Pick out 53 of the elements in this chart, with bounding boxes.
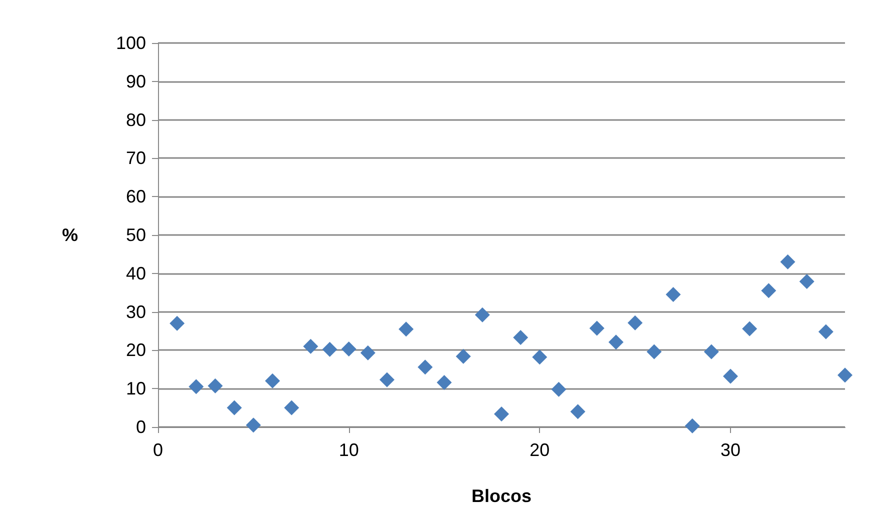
y-tick-label: 90 xyxy=(126,71,146,92)
point xyxy=(494,406,509,422)
point xyxy=(208,378,223,394)
point xyxy=(761,283,776,298)
point xyxy=(608,334,624,350)
point xyxy=(532,350,548,365)
point xyxy=(322,342,338,357)
point xyxy=(666,287,681,302)
point xyxy=(742,321,758,336)
y-tick-label: 30 xyxy=(126,302,146,322)
y-tick-label: 60 xyxy=(126,186,146,207)
point xyxy=(284,400,300,416)
y-tick-label: 10 xyxy=(126,378,146,399)
y-tick-label: 80 xyxy=(126,110,146,130)
y-tick-label: 20 xyxy=(126,340,146,360)
point xyxy=(380,372,394,388)
point xyxy=(704,344,719,360)
point xyxy=(265,373,280,388)
point xyxy=(341,342,356,357)
point xyxy=(398,322,414,337)
point xyxy=(780,254,796,270)
point xyxy=(360,345,376,360)
point xyxy=(226,400,242,416)
point xyxy=(838,368,852,383)
point xyxy=(570,404,586,420)
x-tick-label: 20 xyxy=(530,440,550,460)
y-tick-label: 100 xyxy=(116,33,146,53)
point xyxy=(628,315,643,330)
point xyxy=(170,316,185,331)
y-tick-label: 50 xyxy=(126,225,146,245)
y-tick-label: 70 xyxy=(126,148,146,168)
x-tick-label: 10 xyxy=(338,440,359,460)
point xyxy=(303,338,318,354)
point xyxy=(474,307,490,322)
point xyxy=(589,320,604,336)
point xyxy=(646,344,662,360)
x-axis-title: Blocos xyxy=(471,486,532,506)
point xyxy=(723,368,738,384)
point xyxy=(188,379,204,394)
y-axis-title: % xyxy=(62,225,78,245)
point xyxy=(799,274,814,289)
y-tick-label: 0 xyxy=(136,417,146,437)
point xyxy=(436,374,452,390)
point xyxy=(551,382,566,397)
x-tick-label: 0 xyxy=(152,440,164,460)
point xyxy=(418,360,433,375)
point xyxy=(684,418,700,434)
x-tick-label: 30 xyxy=(720,440,741,460)
point xyxy=(246,418,261,433)
point xyxy=(513,330,528,346)
point xyxy=(818,324,834,340)
y-tick-label: 40 xyxy=(126,263,146,284)
point xyxy=(456,348,471,364)
